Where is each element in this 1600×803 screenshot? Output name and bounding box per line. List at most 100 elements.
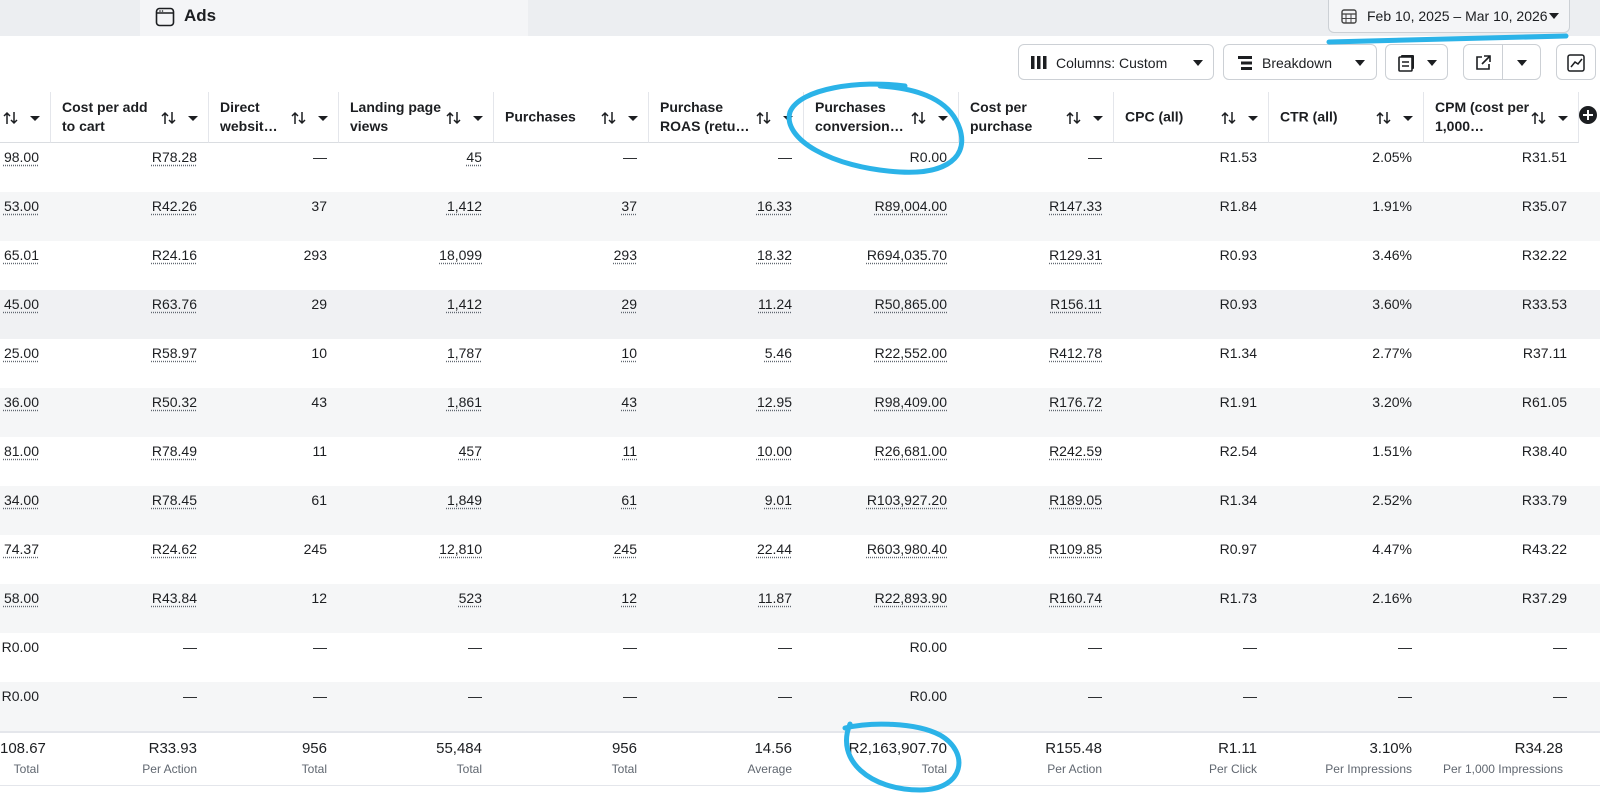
sort-icon[interactable]	[446, 110, 462, 126]
table-cell: —	[1088, 688, 1102, 704]
table-cell: R603,980.40	[866, 541, 947, 557]
sort-icon[interactable]	[911, 110, 927, 126]
chart-icon	[1567, 54, 1585, 72]
table-cell: R242.59	[1049, 443, 1102, 459]
table-cell: —	[313, 149, 327, 165]
dropdown-caret[interactable]	[315, 110, 331, 126]
tab-label: Ads	[184, 6, 217, 25]
dropdown-caret[interactable]	[780, 110, 796, 126]
table-cell: 293	[613, 247, 637, 263]
table-cell: 1,861	[446, 394, 482, 410]
column-header[interactable]: Purchases conversion…	[804, 92, 959, 143]
table-cell: —	[183, 688, 197, 704]
total-value: R33.93	[148, 740, 197, 757]
table-row[interactable]: R0.00 — — — — — R0.00 — — — —	[0, 633, 1600, 682]
column-header[interactable]: Purchase ROAS (retu…	[649, 92, 804, 143]
table-cell: R38.40	[1521, 443, 1567, 459]
table-cell: R1.34	[1219, 492, 1257, 508]
table-cell: 5.46	[764, 345, 792, 361]
table-row[interactable]: R0.00 — — — — — R0.00 — — — —	[0, 682, 1600, 731]
total-value: R1.11	[1218, 740, 1257, 757]
dropdown-caret[interactable]	[1245, 110, 1261, 126]
table-row[interactable]: 45.00 R63.76 29 1,412 29 11.24 R50,865.00 R156.…	[0, 290, 1600, 339]
breakdown-button[interactable]: Breakdown	[1223, 44, 1377, 80]
table-cell: R109.85	[1049, 541, 1102, 557]
sort-icon[interactable]	[3, 110, 19, 126]
column-header[interactable]: Cost per add to cart	[51, 92, 209, 143]
table-row[interactable]: 36.00 R50.32 43 1,861 43 12.95 R98,409.00 R176.…	[0, 388, 1600, 437]
chart-button[interactable]	[1556, 44, 1596, 80]
total-label: Total	[611, 762, 637, 776]
table-row[interactable]: 53.00 R42.26 37 1,412 37 16.33 R89,004.00 R147.…	[0, 192, 1600, 241]
table-cell: —	[313, 688, 327, 704]
date-range-button[interactable]: Feb 10, 2025 – Mar 10, 2026	[1328, 0, 1570, 33]
column-header[interactable]: CPC (all)	[1114, 92, 1269, 143]
table-cell: R50.32	[151, 394, 197, 410]
table-row[interactable]: 25.00 R58.97 10 1,787 10 5.46 R22,552.00 R412.7…	[0, 339, 1600, 388]
column-header[interactable]: Purchases	[494, 92, 649, 143]
table-cell: R22,552.00	[874, 345, 947, 361]
table-cell: R1.91	[1219, 394, 1257, 410]
column-header[interactable]: CPM (cost per 1,000…	[1424, 92, 1579, 143]
dropdown-caret[interactable]	[1555, 110, 1571, 126]
sort-icon[interactable]	[1221, 110, 1237, 126]
sort-icon[interactable]	[601, 110, 617, 126]
dropdown-caret[interactable]	[625, 110, 641, 126]
column-header[interactable]: Landing page views	[339, 92, 494, 143]
table-row[interactable]: 81.00 R78.49 11 457 11 10.00 R26,681.00 R242.59…	[0, 437, 1600, 486]
table-cell: 16.33	[756, 198, 792, 214]
column-header-text: Purchases conversion…	[815, 99, 904, 134]
sort-icon[interactable]	[291, 110, 307, 126]
table-row[interactable]: 74.37 R24.62 245 12,810 245 22.44 R603,980.40 R…	[0, 535, 1600, 584]
columns-icon	[1031, 56, 1047, 69]
dropdown-caret	[1517, 60, 1527, 66]
add-column-button[interactable]	[1579, 106, 1597, 124]
column-header-text: CPM (cost per 1,000…	[1435, 99, 1530, 134]
columns-button[interactable]: Columns: Custom	[1018, 44, 1214, 80]
ads-tab[interactable]	[140, 0, 528, 36]
dropdown-caret[interactable]	[1400, 110, 1416, 126]
export-button[interactable]	[1463, 44, 1541, 80]
total-label: Average	[747, 762, 792, 776]
column-header[interactable]: Direct websit…	[209, 92, 339, 143]
sort-icon[interactable]	[161, 110, 177, 126]
totals-row: 108.67 Total R33.93 Per Action 956 Total 55,48…	[0, 731, 1600, 786]
table-row[interactable]: 98.00 R78.28 — 45 — — R0.00 — R1.53 2.05% R31.51	[0, 143, 1600, 192]
column-header-text: Purchase ROAS (retu…	[660, 99, 750, 134]
total-value: 108.67	[0, 740, 46, 757]
table-row[interactable]: 34.00 R78.45 61 1,849 61 9.01 R103,927.20 R189.…	[0, 486, 1600, 535]
sort-icon[interactable]	[756, 110, 772, 126]
table-row[interactable]: 58.00 R43.84 12 523 12 11.87 R22,893.90 R160.74…	[0, 584, 1600, 633]
table-cell: R0.00	[909, 688, 947, 704]
total-value: R155.48	[1045, 740, 1102, 757]
dropdown-caret[interactable]	[935, 110, 951, 126]
table-cell: 245	[303, 541, 327, 557]
column-header[interactable]	[0, 92, 51, 143]
table-cell: —	[1243, 639, 1257, 655]
table-cell: R61.05	[1521, 394, 1567, 410]
reports-button[interactable]	[1385, 44, 1448, 80]
dropdown-caret	[1355, 60, 1365, 66]
table-cell: R63.76	[151, 296, 197, 312]
table-cell: 45.00	[3, 296, 39, 312]
sort-icon[interactable]	[1376, 110, 1392, 126]
dropdown-caret[interactable]	[470, 110, 486, 126]
dropdown-caret[interactable]	[27, 110, 43, 126]
table-cell: 11	[312, 443, 327, 459]
total-label: Total	[301, 762, 327, 776]
total-label: Total	[456, 762, 482, 776]
column-header-text: Purchases	[505, 108, 576, 125]
table-cell: —	[778, 639, 792, 655]
column-header[interactable]: Cost per purchase	[959, 92, 1114, 143]
table-cell: R89,004.00	[874, 198, 947, 214]
total-label: Per Action	[142, 762, 197, 776]
dropdown-caret[interactable]	[185, 110, 201, 126]
total-value: 3.10%	[1369, 740, 1412, 757]
table-row[interactable]: 65.01 R24.16 293 18,099 293 18.32 R694,035.70 R…	[0, 241, 1600, 290]
column-header[interactable]: CTR (all)	[1269, 92, 1424, 143]
dropdown-caret[interactable]	[1090, 110, 1106, 126]
sort-icon[interactable]	[1066, 110, 1082, 126]
table-cell: —	[468, 639, 482, 655]
sort-icon[interactable]	[1531, 110, 1547, 126]
table-cell: R78.28	[151, 149, 197, 165]
